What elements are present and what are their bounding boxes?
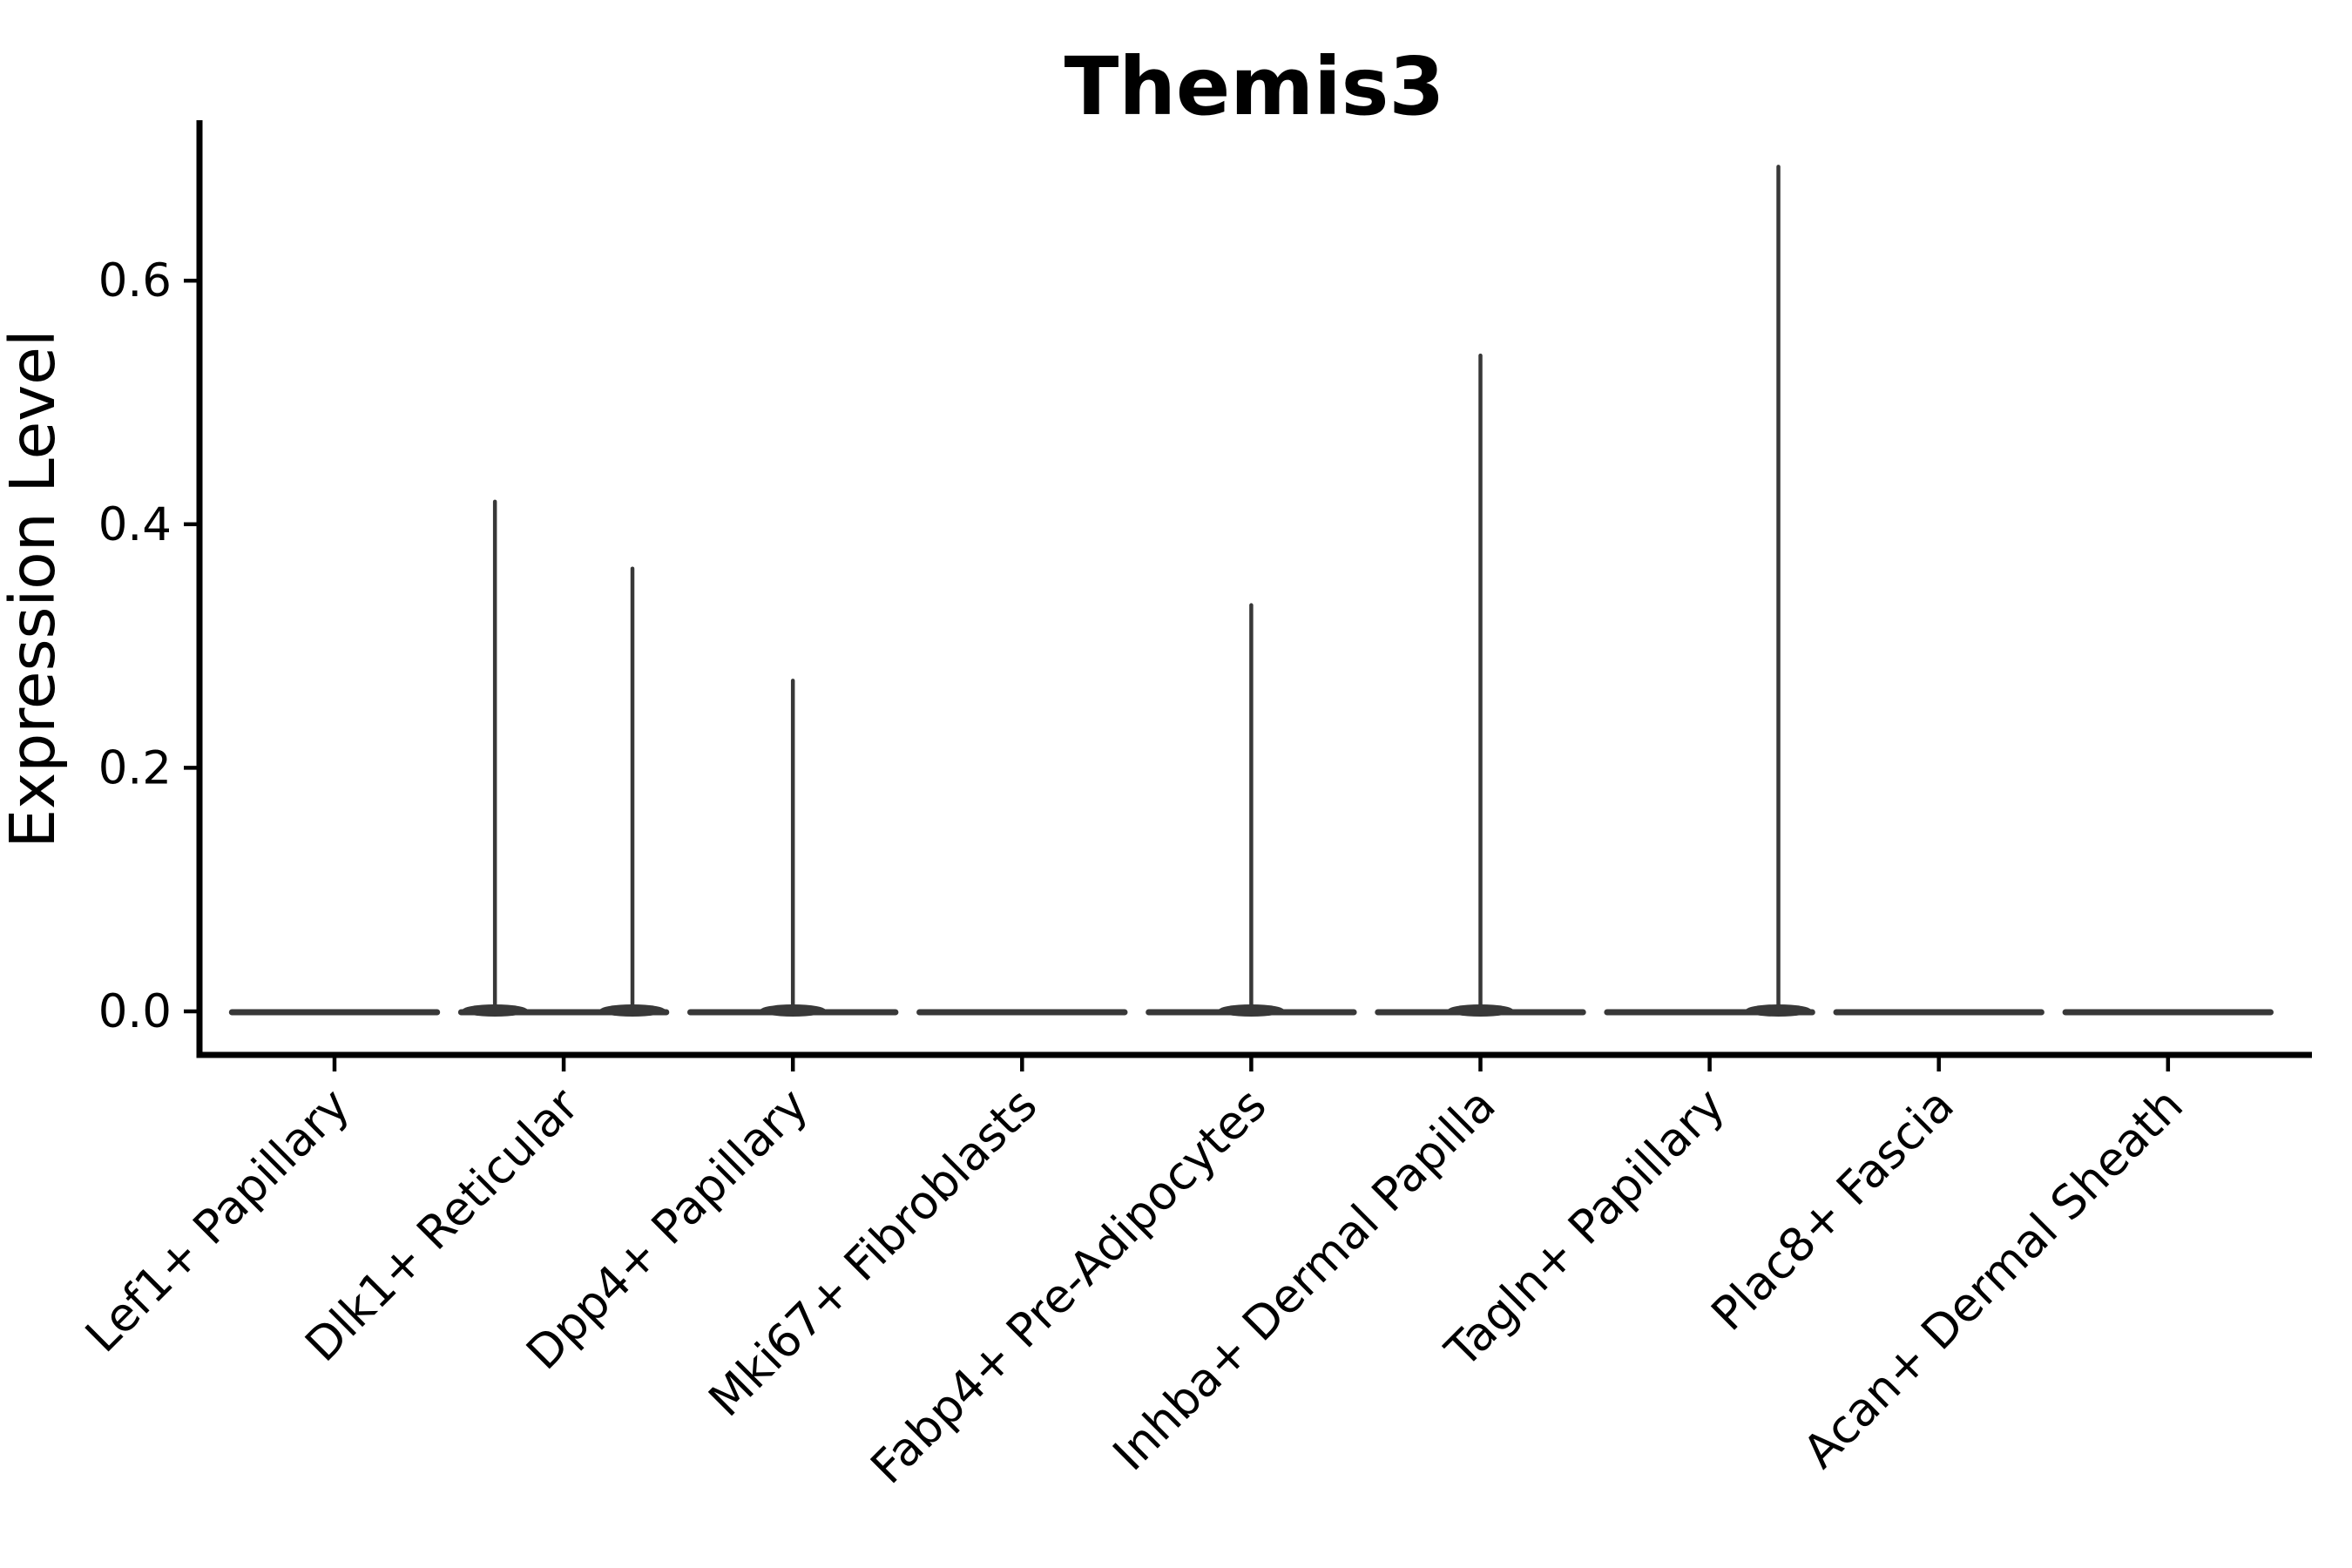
x-tick-label-5: Inhba+ Dermal Papilla (1104, 1078, 1506, 1481)
violin (1375, 353, 1586, 1017)
y-axis-label: Expression Level (0, 329, 69, 848)
y-tick-label-0: 0.0 (98, 985, 172, 1038)
violin (457, 499, 670, 1017)
x-tick-label-7: Plac8+ Fascia (1701, 1078, 1963, 1341)
x-tick-label-8: Acan+ Dermal Sheath (1794, 1078, 2193, 1478)
y-tick-label-3: 0.6 (98, 254, 172, 308)
axes-layer (184, 120, 2312, 1071)
x-tick-label-4: Fabp4+ Pre-Adipocytes (861, 1078, 1276, 1494)
violin (1146, 603, 1357, 1017)
y-tick-label-1: 0.2 (98, 741, 172, 794)
violin-layer (228, 165, 2274, 1017)
violin (1604, 165, 1815, 1017)
chart-title: Themis3 (1064, 40, 1445, 133)
y-tick-label-2: 0.4 (98, 498, 172, 551)
violin (686, 679, 899, 1017)
